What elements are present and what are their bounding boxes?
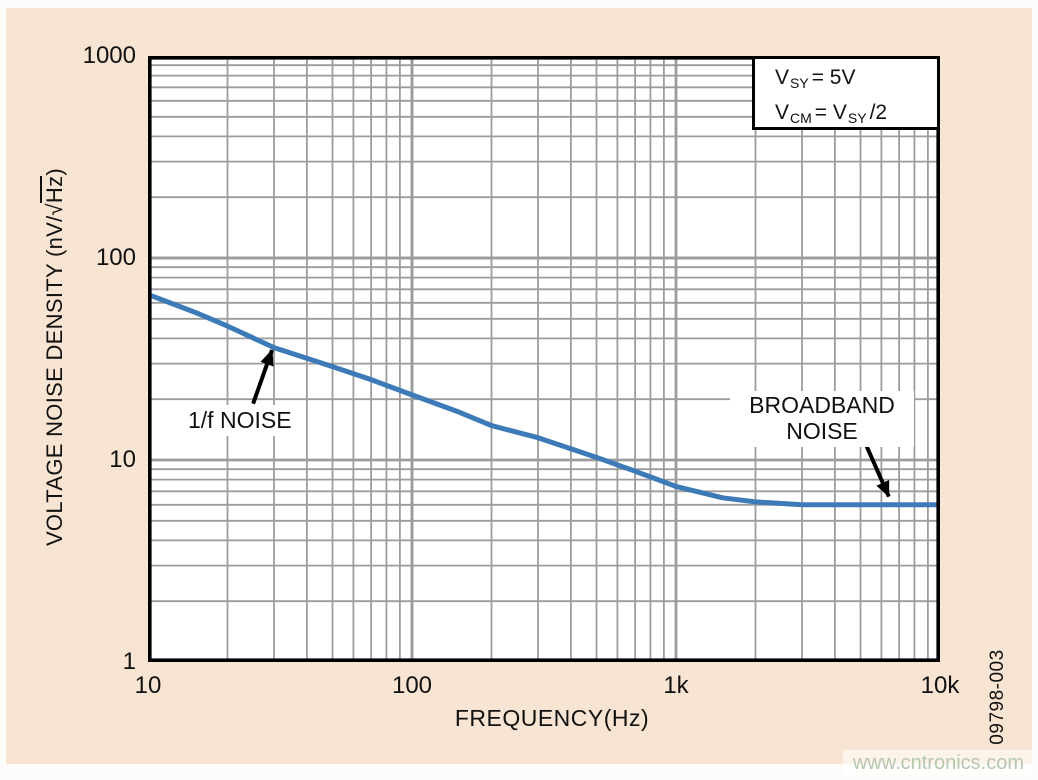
figure-number: 09798-003 [987,649,1008,745]
vsy-subscript: SY [790,75,809,91]
y-tick-10: 10 [109,446,136,473]
y-tick-1: 1 [122,648,136,675]
plot-area [148,56,940,662]
vsy-symbol: V [775,66,790,89]
watermark: www.cntronics.com [842,750,1034,777]
y-axis-title-radicand: Hz [40,175,67,204]
y-axis-title: VOLTAGE NOISE DENSITY (nV/√Hz) [40,142,72,572]
vcm-divisor: /2 [869,101,888,124]
condition-line-vcm: VCM = VSY/2 [775,98,937,133]
y-tick-100: 100 [95,244,136,271]
y-axis-title-close: ) [42,167,67,176]
y-axis-title-text: VOLTAGE NOISE DENSITY (nV/ [42,215,67,547]
vcm-subscript: CM [790,110,812,126]
conditions-box: VSY = 5V VCM = VSY/2 [752,56,940,130]
annotation-broadband-line1: BROADBAND [749,392,895,418]
x-tick-1k: 1k [663,672,689,699]
annotation-broadband-line2: NOISE [786,418,858,444]
annotation-broadband-noise: BROADBAND NOISE [730,391,914,447]
x-tick-100: 100 [391,672,433,699]
annotation-1f-noise: 1/f NOISE [180,405,300,436]
x-tick-10k: 10k [920,672,960,699]
vcm-symbol: V [775,101,790,124]
vsy-value: = 5V [811,66,856,89]
vcm-vsy-subscript: SY [847,110,867,126]
condition-line-vsy: VSY = 5V [775,63,937,98]
noise-density-chart [148,56,940,662]
x-axis-title: FREQUENCY(Hz) [454,705,650,731]
sqrt-symbol: √ [42,203,67,216]
x-tick-10: 10 [134,672,162,699]
y-tick-1000: 1000 [82,42,136,69]
vcm-equals: = V [814,101,847,124]
